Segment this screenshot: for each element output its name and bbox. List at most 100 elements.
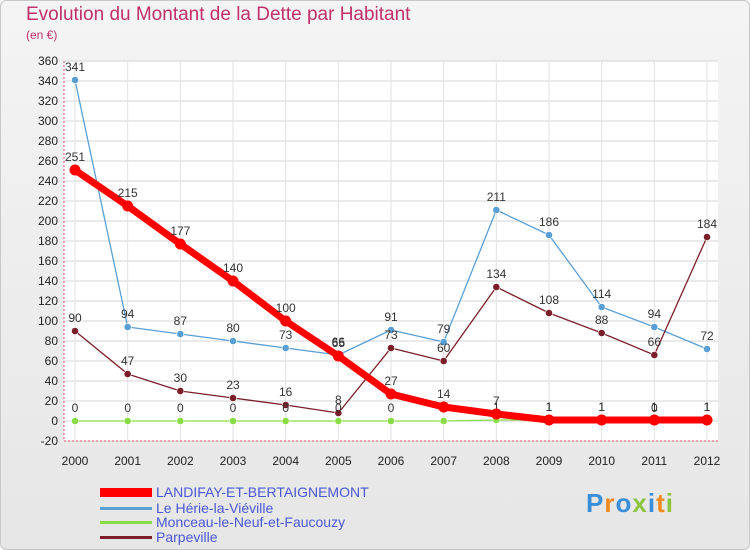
data-label: 80: [226, 321, 240, 335]
x-tick-label: 2012: [694, 454, 721, 468]
x-tick-label: 2008: [483, 454, 510, 468]
data-point: [123, 370, 132, 378]
data-point: [543, 414, 555, 426]
data-label: 23: [226, 378, 240, 392]
data-point: [176, 417, 185, 425]
data-label: 186: [539, 215, 559, 229]
y-tick-label: 20: [45, 394, 59, 408]
y-tick-label: 60: [45, 354, 59, 368]
data-point: [176, 330, 185, 338]
x-tick-label: 2000: [62, 454, 89, 468]
data-label: 100: [276, 301, 296, 315]
y-tick-label: 40: [45, 374, 59, 388]
y-tick-label: 160: [38, 254, 58, 268]
y-tick-label: 100: [38, 314, 58, 328]
data-label: 0: [124, 401, 131, 415]
data-point: [703, 345, 711, 353]
y-tick-label: 300: [38, 114, 58, 128]
data-label: 7: [493, 394, 500, 408]
data-label: 90: [68, 311, 82, 325]
data-point: [334, 417, 343, 425]
data-label: 251: [65, 150, 85, 164]
data-point: [439, 357, 448, 365]
data-point: [545, 309, 553, 317]
data-label: 108: [539, 293, 559, 307]
logo-letter: i: [665, 488, 674, 518]
data-label: 341: [65, 60, 85, 74]
y-tick-label: 320: [38, 94, 58, 108]
y-tick-label: 200: [38, 214, 58, 228]
data-point: [69, 164, 81, 176]
data-point: [650, 351, 659, 359]
data-label: 0: [282, 401, 289, 415]
data-point: [123, 417, 132, 425]
data-point: [229, 394, 237, 402]
data-label: 27: [384, 374, 398, 388]
legend-swatch: [100, 536, 152, 539]
y-tick-label: 360: [38, 54, 58, 68]
x-tick-label: 2002: [167, 454, 194, 468]
x-tick-label: 2004: [272, 454, 299, 468]
data-point: [545, 231, 553, 239]
data-point: [281, 344, 290, 352]
logo-letter: P: [586, 488, 605, 518]
logo-letter: i: [647, 488, 657, 518]
x-tick-label: 2010: [588, 454, 615, 468]
data-label: 0: [335, 401, 342, 415]
data-point: [229, 337, 237, 345]
x-tick-label: 2003: [220, 454, 247, 468]
data-label: 91: [384, 310, 398, 324]
legend-label: Le Hérie-la-Viéville: [156, 500, 274, 516]
data-label: 0: [72, 401, 79, 415]
data-label: 1: [598, 400, 605, 414]
data-label: 30: [174, 371, 188, 385]
x-tick-label: 2007: [430, 454, 457, 468]
data-label: 134: [486, 267, 506, 281]
y-tick-label: 180: [38, 234, 58, 248]
data-label: 0: [651, 401, 658, 415]
data-point: [438, 401, 450, 413]
x-tick-label: 2005: [325, 454, 352, 468]
proxiti-logo: Proxiti: [586, 488, 674, 519]
logo-letter: r: [604, 488, 616, 518]
legend-label: Parpeville: [156, 529, 218, 545]
x-tick-label: 2001: [114, 454, 141, 468]
data-point: [280, 315, 292, 327]
data-point: [334, 409, 343, 417]
logo-letter: t: [656, 488, 666, 518]
data-point: [648, 414, 660, 426]
data-point: [439, 417, 448, 425]
data-point: [650, 323, 659, 331]
data-label: 211: [487, 190, 506, 204]
data-label: 177: [170, 224, 190, 238]
data-point: [492, 206, 501, 214]
data-label: 73: [384, 328, 398, 342]
legend-label: Monceau-le-Neuf-et-Faucouzy: [156, 514, 346, 530]
data-label: 65: [332, 336, 346, 350]
y-tick-label: 140: [38, 274, 58, 288]
data-label: 184: [697, 217, 717, 231]
x-tick-label: 2011: [641, 454, 667, 468]
data-label: 1: [704, 400, 711, 414]
data-point: [227, 275, 239, 287]
data-point: [490, 408, 502, 420]
data-point: [332, 350, 344, 362]
data-label: 94: [648, 307, 662, 321]
y-tick-label: 220: [38, 194, 58, 208]
logo-letter: o: [615, 488, 633, 518]
data-label: 0: [230, 401, 237, 415]
y-tick-label: 80: [45, 334, 59, 348]
data-point: [229, 417, 237, 425]
data-label: 1: [546, 400, 553, 414]
legend-swatch: [100, 507, 152, 510]
data-label: 87: [174, 314, 188, 328]
data-label: 1: [704, 400, 711, 414]
data-point: [387, 344, 395, 352]
data-point: [176, 387, 185, 395]
data-point: [387, 326, 395, 334]
data-label: 8: [335, 393, 342, 407]
data-label: 1: [546, 400, 553, 414]
data-label: 1: [598, 400, 605, 414]
data-label: 88: [595, 313, 609, 327]
data-label: 60: [437, 341, 451, 355]
